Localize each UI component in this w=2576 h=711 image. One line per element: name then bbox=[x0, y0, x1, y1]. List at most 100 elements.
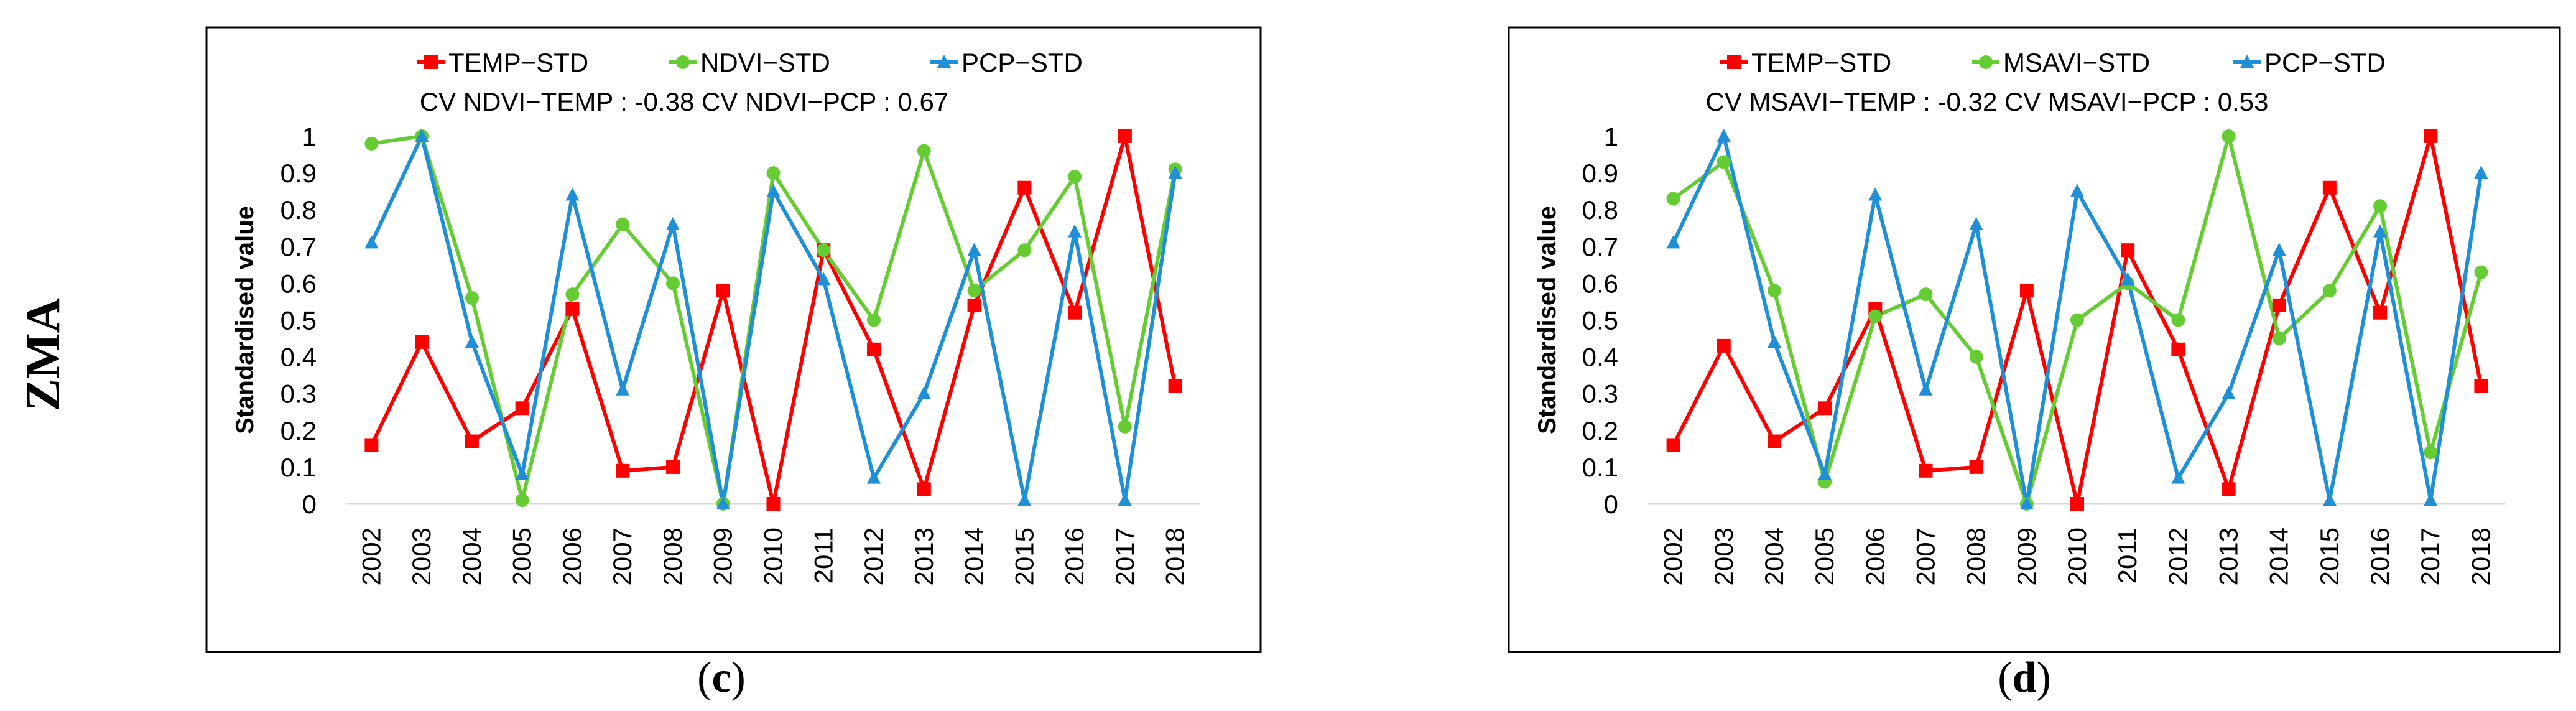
data-point-pcp-std bbox=[1017, 493, 1032, 506]
x-tick-label: 2014 bbox=[2264, 527, 2294, 585]
data-point-ndvi-std bbox=[967, 284, 981, 298]
legend-marker-temp-std bbox=[424, 55, 438, 69]
data-point-ndvi-std bbox=[766, 166, 781, 180]
data-point-pcp-std bbox=[967, 243, 981, 256]
data-point-pcp-std bbox=[766, 184, 781, 197]
data-point-ndvi-std bbox=[515, 493, 529, 508]
y-axis-title: Standardised value bbox=[231, 206, 259, 434]
data-point-pcp-std bbox=[465, 334, 479, 348]
x-tick-label: 2009 bbox=[2012, 527, 2041, 585]
cv-annotation: CV NDVI−TEMP : -0.38 CV NDVI−PCP : 0.67 bbox=[420, 87, 948, 116]
data-point-pcp-std bbox=[2322, 493, 2337, 506]
data-point-temp-std bbox=[1118, 129, 1132, 143]
data-point-temp-std bbox=[2322, 180, 2337, 195]
x-tick-label: 2002 bbox=[1659, 527, 1688, 585]
y-tick-label: 0.5 bbox=[280, 306, 317, 335]
data-point-temp-std bbox=[1068, 305, 1082, 320]
data-point-pcp-std bbox=[2171, 470, 2185, 484]
data-point-pcp-std bbox=[2121, 272, 2135, 286]
data-point-pcp-std bbox=[665, 216, 680, 230]
data-point-temp-std bbox=[917, 482, 931, 496]
data-point-pcp-std bbox=[515, 467, 529, 480]
x-tick-label: 2013 bbox=[909, 527, 938, 585]
y-tick-label: 0.4 bbox=[1582, 343, 1618, 372]
data-point-temp-std bbox=[616, 463, 630, 478]
x-tick-label: 2006 bbox=[1860, 527, 1889, 585]
data-point-temp-std bbox=[665, 460, 680, 474]
legend-label-msavi-std: MSAVI−STD bbox=[2003, 48, 2150, 77]
x-tick-label: 2010 bbox=[2062, 527, 2092, 585]
data-point-ndvi-std bbox=[917, 144, 931, 158]
y-tick-label: 0.9 bbox=[1582, 159, 1618, 188]
data-point-ndvi-std bbox=[565, 287, 580, 302]
x-tick-label: 2011 bbox=[808, 527, 838, 583]
data-point-temp-std bbox=[2272, 298, 2286, 312]
x-tick-label: 2012 bbox=[859, 527, 888, 585]
data-point-temp-std bbox=[1767, 434, 1781, 448]
data-point-temp-std bbox=[2474, 379, 2488, 393]
chart-frame bbox=[1508, 26, 2561, 653]
legend-marker-pcp-std bbox=[2240, 55, 2254, 68]
legend-label-pcp-std: PCP−STD bbox=[2264, 48, 2386, 77]
data-point-pcp-std bbox=[1868, 187, 1883, 201]
legend-marker-pcp-std bbox=[937, 55, 951, 68]
x-tick-label: 2016 bbox=[1060, 527, 1089, 585]
x-tick-label: 2007 bbox=[1911, 527, 1940, 585]
x-tick-label: 2006 bbox=[557, 527, 586, 585]
data-point-temp-std bbox=[1818, 401, 1832, 416]
x-tick-label: 2003 bbox=[407, 527, 436, 585]
y-tick-label: 0.2 bbox=[1582, 416, 1618, 445]
x-tick-label: 2004 bbox=[1759, 527, 1789, 585]
data-point-pcp-std bbox=[1969, 216, 1983, 230]
data-point-ndvi-std bbox=[665, 276, 680, 290]
data-point-msavi-std bbox=[1717, 155, 1731, 169]
data-point-temp-std bbox=[716, 284, 730, 298]
legend-marker-ndvi-std bbox=[676, 55, 690, 69]
row-label: ZMA bbox=[16, 298, 70, 411]
legend-label-ndvi-std: NDVI−STD bbox=[700, 48, 830, 77]
x-tick-label: 2004 bbox=[457, 527, 486, 585]
y-tick-label: 0 bbox=[302, 490, 317, 519]
data-point-pcp-std bbox=[1068, 224, 1082, 238]
data-point-pcp-std bbox=[1168, 165, 1182, 179]
data-point-temp-std bbox=[465, 434, 479, 448]
y-tick-label: 0.3 bbox=[280, 379, 317, 409]
x-tick-label: 2012 bbox=[2163, 527, 2192, 585]
data-point-temp-std bbox=[565, 302, 580, 316]
data-point-msavi-std bbox=[1868, 309, 1883, 323]
y-tick-label: 0.4 bbox=[280, 343, 317, 372]
data-point-ndvi-std bbox=[616, 217, 630, 231]
data-point-msavi-std bbox=[2070, 313, 2084, 327]
data-point-pcp-std bbox=[2019, 496, 2034, 509]
data-point-pcp-std bbox=[1666, 235, 1680, 249]
y-axis-title: Standardised value bbox=[1534, 206, 1561, 434]
data-point-msavi-std bbox=[2171, 313, 2185, 327]
data-point-temp-std bbox=[1969, 460, 1983, 474]
y-tick-label: 0.3 bbox=[1582, 379, 1618, 409]
data-point-pcp-std bbox=[1118, 493, 1132, 506]
data-point-pcp-std bbox=[415, 129, 429, 142]
x-tick-label: 2003 bbox=[1709, 527, 1738, 585]
x-tick-label: 2011 bbox=[2113, 527, 2142, 583]
data-point-pcp-std bbox=[2272, 243, 2286, 256]
data-point-pcp-std bbox=[616, 382, 630, 396]
data-point-temp-std bbox=[1017, 180, 1032, 195]
data-point-temp-std bbox=[2070, 497, 2084, 511]
data-point-msavi-std bbox=[1666, 192, 1680, 206]
data-point-temp-std bbox=[766, 497, 781, 511]
cv-annotation: CV MSAVI−TEMP : -0.32 CV MSAVI−PCP : 0.5… bbox=[1706, 87, 2269, 116]
x-tick-label: 2018 bbox=[2466, 527, 2495, 585]
data-point-pcp-std bbox=[364, 235, 379, 249]
y-tick-label: 0.8 bbox=[280, 195, 317, 225]
data-point-msavi-std bbox=[1969, 350, 1983, 364]
data-point-ndvi-std bbox=[867, 313, 881, 327]
y-tick-label: 0.1 bbox=[1582, 453, 1618, 482]
data-point-temp-std bbox=[1666, 438, 1680, 452]
panel-label: (d) bbox=[1998, 654, 2051, 702]
data-point-ndvi-std bbox=[1118, 419, 1132, 434]
data-point-temp-std bbox=[515, 401, 529, 416]
data-point-pcp-std bbox=[1919, 382, 1933, 396]
data-point-temp-std bbox=[2222, 482, 2236, 496]
data-point-pcp-std bbox=[2222, 386, 2236, 399]
data-point-temp-std bbox=[2019, 284, 2034, 298]
